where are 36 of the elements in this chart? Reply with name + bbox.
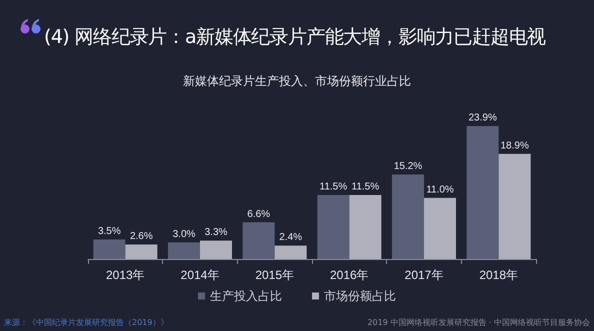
x-tick-label: 2016年: [330, 268, 369, 282]
x-tick-label: 2014年: [180, 268, 220, 282]
data-label: 11.5%: [352, 182, 380, 193]
chart-subtitle: 新媒体纪录片生产投入、市场份额行业占比: [183, 74, 411, 88]
bar: [498, 154, 531, 259]
bar: [274, 246, 307, 259]
data-label: 15.2%: [394, 160, 422, 172]
data-label: 18.9%: [500, 140, 529, 152]
data-label: 23.9%: [468, 112, 497, 124]
x-tick-label: 2018年: [479, 268, 518, 282]
bar: [349, 195, 382, 259]
bar: [200, 240, 232, 259]
text: 2019 中国网络视听发展研究报告 · 中国网络视听节目服务协会: [367, 317, 590, 328]
data-label: 11.5%: [320, 182, 348, 193]
data-label: 3.0%: [172, 228, 196, 240]
data-label: 2.6%: [130, 231, 153, 242]
bar: [125, 244, 158, 259]
bar: [317, 195, 350, 259]
bar: [424, 198, 456, 259]
bar: [466, 126, 499, 259]
data-label: 11.0%: [426, 184, 454, 196]
bar: [93, 240, 126, 259]
x-tick-label: 2013年: [106, 268, 145, 282]
data-label: 6.6%: [247, 208, 270, 220]
data-label: 3.3%: [204, 227, 228, 238]
x-tick-label: 2017年: [404, 268, 444, 282]
bar: [392, 174, 424, 259]
x-tick-label: 2015年: [255, 268, 294, 282]
source-note: 来源：《中国纪录片发展研究报告（2019）》: [4, 317, 168, 328]
bar: [242, 222, 275, 259]
bar: [168, 242, 200, 259]
legend-label: 生产投入占比: [210, 289, 282, 303]
chart-title: (4) 网络纪录片：a新媒体纪录片产能大增，影响力已赶超电视: [44, 25, 546, 50]
legend-label: 市场份额占比: [324, 289, 396, 303]
data-label: 2.4%: [279, 232, 302, 244]
data-label: 3.5%: [98, 226, 121, 238]
